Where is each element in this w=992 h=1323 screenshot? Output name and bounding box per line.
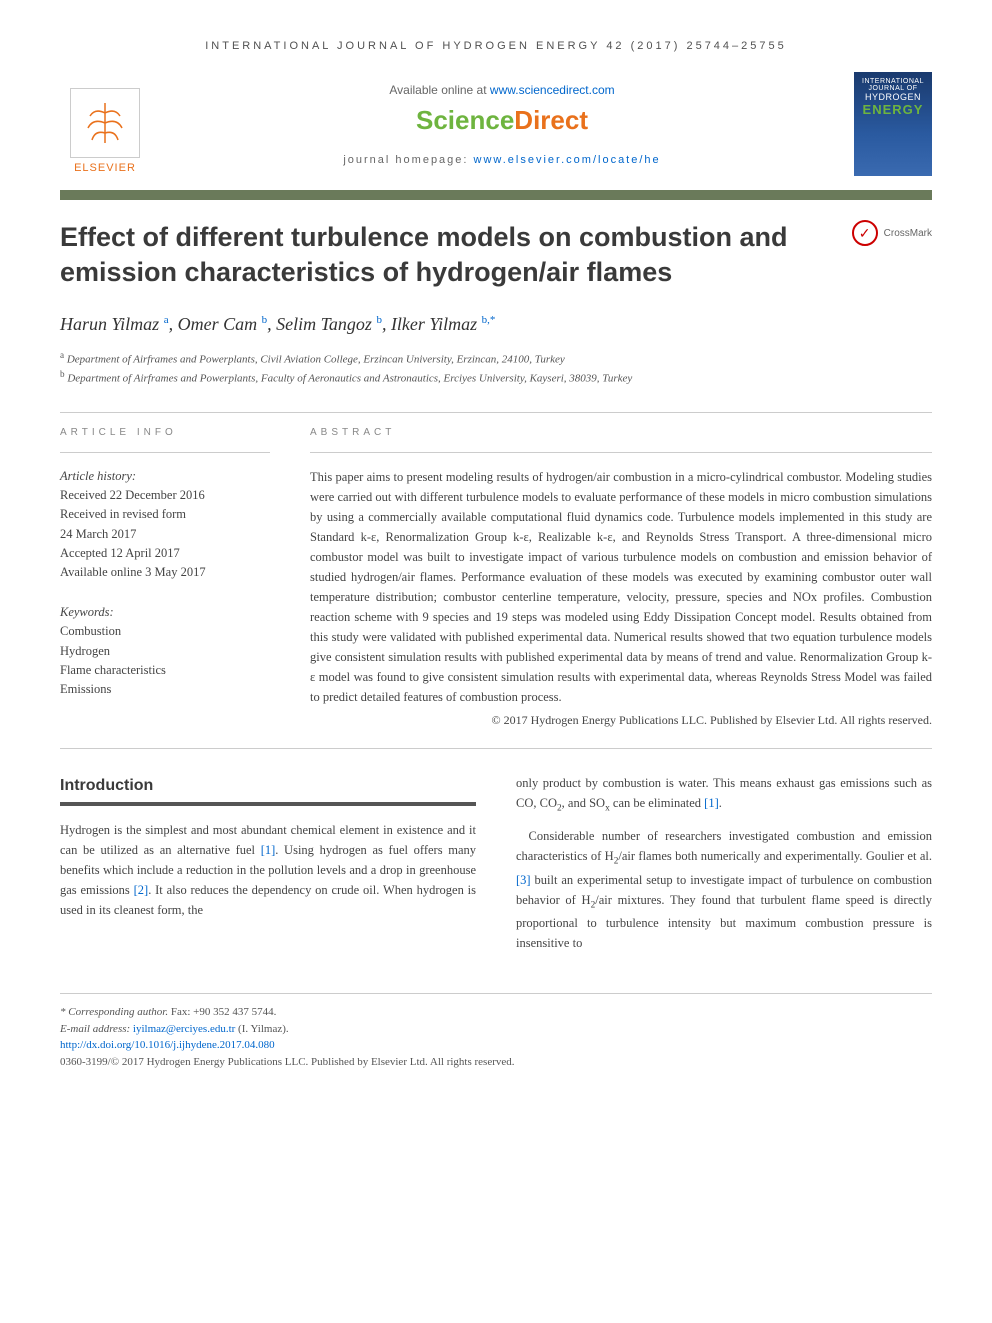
- publisher-bar: ELSEVIER Available online at www.science…: [60, 72, 932, 176]
- p2-post: can be eliminated: [610, 796, 704, 810]
- article-info-col: ARTICLE INFO Article history: Received 2…: [60, 427, 270, 728]
- sciencedirect-logo[interactable]: ScienceDirect: [170, 105, 834, 136]
- author-name: Omer Cam b: [178, 314, 268, 334]
- email-name: (I. Yilmaz).: [235, 1023, 288, 1035]
- keyword-item: Combustion: [60, 622, 270, 641]
- homepage-line: journal homepage: www.elsevier.com/locat…: [170, 154, 834, 166]
- keyword-item: Flame characteristics: [60, 661, 270, 680]
- cover-line3: ENERGY: [863, 102, 924, 117]
- keywords-block: Keywords: CombustionHydrogenFlame charac…: [60, 603, 270, 700]
- body-columns: Introduction Hydrogen is the simplest an…: [60, 773, 932, 964]
- p3-mid1: /air flames both numerically and experim…: [618, 849, 932, 863]
- intro-para-1: Hydrogen is the simplest and most abunda…: [60, 820, 476, 920]
- ref-1a[interactable]: [1]: [261, 843, 276, 857]
- ref-1b[interactable]: [1]: [704, 796, 719, 810]
- available-online: Available online at www.sciencedirect.co…: [170, 83, 834, 97]
- divider-bar: [60, 190, 932, 200]
- p2-mid: , and SO: [562, 796, 605, 810]
- hr-top: [60, 412, 932, 413]
- email-line: E-mail address: iyilmaz@erciyes.edu.tr (…: [60, 1021, 932, 1038]
- body-col-left: Introduction Hydrogen is the simplest an…: [60, 773, 476, 964]
- article-title: Effect of different turbulence models on…: [60, 220, 832, 290]
- center-info: Available online at www.sciencedirect.co…: [170, 83, 834, 166]
- elsevier-label: ELSEVIER: [74, 162, 136, 174]
- corresponding-author: * Corresponding author. Fax: +90 352 437…: [60, 1004, 932, 1021]
- ref-2[interactable]: [2]: [134, 883, 149, 897]
- ref-3[interactable]: [3]: [516, 873, 531, 887]
- intro-para-2: only product by combustion is water. Thi…: [516, 773, 932, 817]
- abstract-text: This paper aims to present modeling resu…: [310, 467, 932, 707]
- sd-direct: Direct: [514, 105, 588, 135]
- footer: * Corresponding author. Fax: +90 352 437…: [60, 993, 932, 1070]
- author-name: Selim Tangoz b: [276, 314, 382, 334]
- corr-label: * Corresponding author.: [60, 1006, 168, 1018]
- journal-header: INTERNATIONAL JOURNAL OF HYDROGEN ENERGY…: [60, 40, 932, 52]
- cover-line1: INTERNATIONAL JOURNAL OF: [860, 78, 926, 92]
- history-line: Available online 3 May 2017: [60, 563, 270, 582]
- elsevier-logo[interactable]: ELSEVIER: [60, 74, 150, 174]
- intro-para-3: Considerable number of researchers inves…: [516, 826, 932, 953]
- history-line: Accepted 12 April 2017: [60, 544, 270, 563]
- sd-science: Science: [416, 105, 514, 135]
- corr-fax-text: Fax: +90 352 437 5744.: [168, 1006, 276, 1018]
- sciencedirect-link[interactable]: www.sciencedirect.com: [490, 83, 615, 97]
- history-line: Received in revised form: [60, 505, 270, 524]
- doi-link[interactable]: http://dx.doi.org/10.1016/j.ijhydene.201…: [60, 1039, 275, 1051]
- history-line: Received 22 December 2016: [60, 486, 270, 505]
- affiliation-line: a Department of Airframes and Powerplant…: [60, 349, 932, 368]
- homepage-link[interactable]: www.elsevier.com/locate/he: [474, 154, 661, 166]
- keyword-item: Hydrogen: [60, 642, 270, 661]
- homepage-prefix: journal homepage:: [343, 154, 473, 166]
- hr-info: [60, 452, 270, 453]
- keyword-item: Emissions: [60, 680, 270, 699]
- crossmark-label: CrossMark: [884, 228, 932, 239]
- body-col-right: only product by combustion is water. Thi…: [516, 773, 932, 964]
- article-info-label: ARTICLE INFO: [60, 427, 270, 438]
- article-history: Article history: Received 22 December 20…: [60, 467, 270, 583]
- hr-abstract: [310, 452, 932, 453]
- keywords-heading: Keywords:: [60, 603, 270, 622]
- p2-end: .: [719, 796, 722, 810]
- affiliation-line: b Department of Airframes and Powerplant…: [60, 368, 932, 387]
- history-heading: Article history:: [60, 467, 270, 486]
- crossmark-icon: ✓: [852, 220, 878, 246]
- authors-line: Harun Yilmaz a, Omer Cam b, Selim Tangoz…: [60, 314, 932, 335]
- intro-underline: [60, 802, 476, 806]
- elsevier-tree-icon: [70, 88, 140, 158]
- issn-copyright: 0360-3199/© 2017 Hydrogen Energy Publica…: [60, 1054, 932, 1071]
- info-abstract-row: ARTICLE INFO Article history: Received 2…: [60, 427, 932, 728]
- abstract-label: ABSTRACT: [310, 427, 932, 438]
- affiliations: a Department of Airframes and Powerplant…: [60, 349, 932, 387]
- history-line: 24 March 2017: [60, 525, 270, 544]
- crossmark-badge[interactable]: ✓ CrossMark: [852, 220, 932, 246]
- author-name: Ilker Yilmaz b,*: [391, 314, 495, 334]
- journal-cover[interactable]: INTERNATIONAL JOURNAL OF HYDROGEN ENERGY: [854, 72, 932, 176]
- available-online-prefix: Available online at: [389, 83, 490, 97]
- abstract-copyright: © 2017 Hydrogen Energy Publications LLC.…: [310, 713, 932, 728]
- title-row: Effect of different turbulence models on…: [60, 220, 932, 314]
- author-name: Harun Yilmaz a: [60, 314, 169, 334]
- email-link[interactable]: iyilmaz@erciyes.edu.tr: [133, 1023, 235, 1035]
- doi-line: http://dx.doi.org/10.1016/j.ijhydene.201…: [60, 1037, 932, 1054]
- abstract-col: ABSTRACT This paper aims to present mode…: [310, 427, 932, 728]
- cover-line2: HYDROGEN: [865, 92, 921, 102]
- intro-heading: Introduction: [60, 773, 476, 799]
- hr-bottom: [60, 748, 932, 749]
- email-label: E-mail address:: [60, 1023, 133, 1035]
